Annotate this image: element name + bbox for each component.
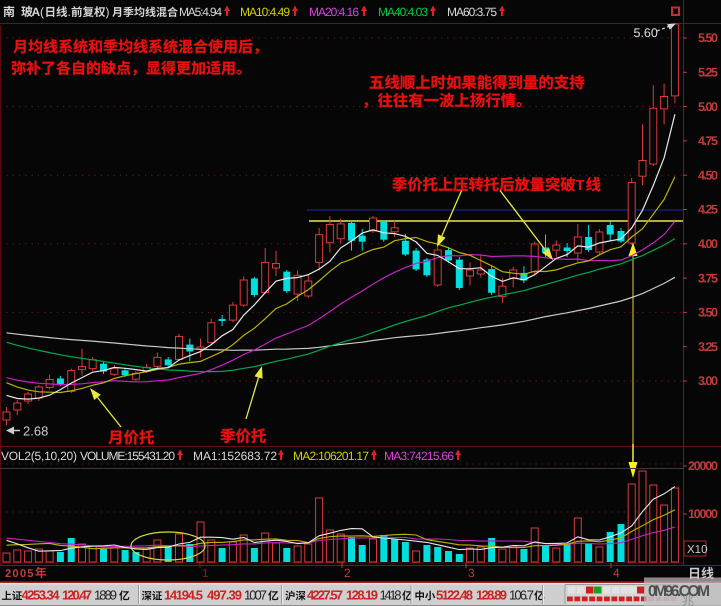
svg-text:X10: X10 xyxy=(687,544,707,556)
svg-text:(: ( xyxy=(40,5,44,19)
svg-text:128.89: 128.89 xyxy=(476,588,507,603)
svg-text:0: 0 xyxy=(20,568,26,580)
svg-text:4.75: 4.75 xyxy=(698,134,718,148)
svg-text:MA20:4.16: MA20:4.16 xyxy=(309,5,359,19)
svg-text:0M96.COM: 0M96.COM xyxy=(648,583,710,600)
svg-text:5.00: 5.00 xyxy=(698,100,718,114)
svg-text:0: 0 xyxy=(12,568,18,580)
svg-text:4.50: 4.50 xyxy=(698,168,718,182)
svg-text:14194.5: 14194.5 xyxy=(164,588,203,603)
svg-text:MA60:3.75: MA60:3.75 xyxy=(447,5,497,19)
svg-text:): ) xyxy=(106,5,110,19)
svg-text:5.60: 5.60 xyxy=(634,26,658,40)
svg-text:5122.48: 5122.48 xyxy=(436,588,473,603)
svg-text:497.39: 497.39 xyxy=(207,588,242,603)
svg-text:5.50: 5.50 xyxy=(698,31,718,45)
svg-text:.: . xyxy=(68,5,71,19)
svg-text:兆: 兆 xyxy=(682,594,694,606)
svg-text:3.50: 3.50 xyxy=(698,306,718,320)
svg-text:3.00: 3.00 xyxy=(698,374,718,388)
svg-text:4.00: 4.00 xyxy=(698,237,718,251)
svg-text:20000: 20000 xyxy=(688,459,718,473)
svg-text:2: 2 xyxy=(344,566,351,580)
svg-text:MA1:152683.72: MA1:152683.72 xyxy=(193,449,277,463)
svg-text:T: T xyxy=(576,178,585,194)
svg-text:3.25: 3.25 xyxy=(698,340,718,354)
svg-text:5: 5 xyxy=(27,568,33,580)
svg-text:VOL2(5,10,20): VOL2(5,10,20) xyxy=(1,449,77,463)
svg-text:4.25: 4.25 xyxy=(698,203,718,217)
svg-text:1: 1 xyxy=(202,566,209,580)
svg-text:VOLUME:155431.20: VOLUME:155431.20 xyxy=(80,449,175,463)
svg-text:4: 4 xyxy=(613,566,620,580)
svg-text:10000: 10000 xyxy=(688,507,718,521)
svg-text:A: A xyxy=(32,5,41,19)
svg-text:3: 3 xyxy=(468,566,475,580)
svg-text:128.19: 128.19 xyxy=(346,588,378,603)
svg-text:2.68: 2.68 xyxy=(23,424,48,439)
svg-text:1418: 1418 xyxy=(380,588,402,603)
svg-text:3.75: 3.75 xyxy=(698,271,718,285)
svg-text:1889: 1889 xyxy=(94,588,117,603)
svg-text:120.47: 120.47 xyxy=(62,588,92,603)
svg-text:5.25: 5.25 xyxy=(698,66,718,80)
svg-text:MA40:4.03: MA40:4.03 xyxy=(378,5,428,19)
svg-text:MA10:4.49: MA10:4.49 xyxy=(240,5,290,19)
svg-text:MA3:74215.66: MA3:74215.66 xyxy=(384,449,454,463)
svg-text:MA2:106201.17: MA2:106201.17 xyxy=(293,449,369,463)
svg-text:106.7: 106.7 xyxy=(509,588,534,603)
svg-text:2: 2 xyxy=(5,568,11,580)
svg-text:4253.34: 4253.34 xyxy=(22,588,61,603)
svg-text:MA5:4.94: MA5:4.94 xyxy=(179,5,222,19)
svg-text:4227.57: 4227.57 xyxy=(307,588,343,603)
svg-text:1007: 1007 xyxy=(244,588,267,603)
